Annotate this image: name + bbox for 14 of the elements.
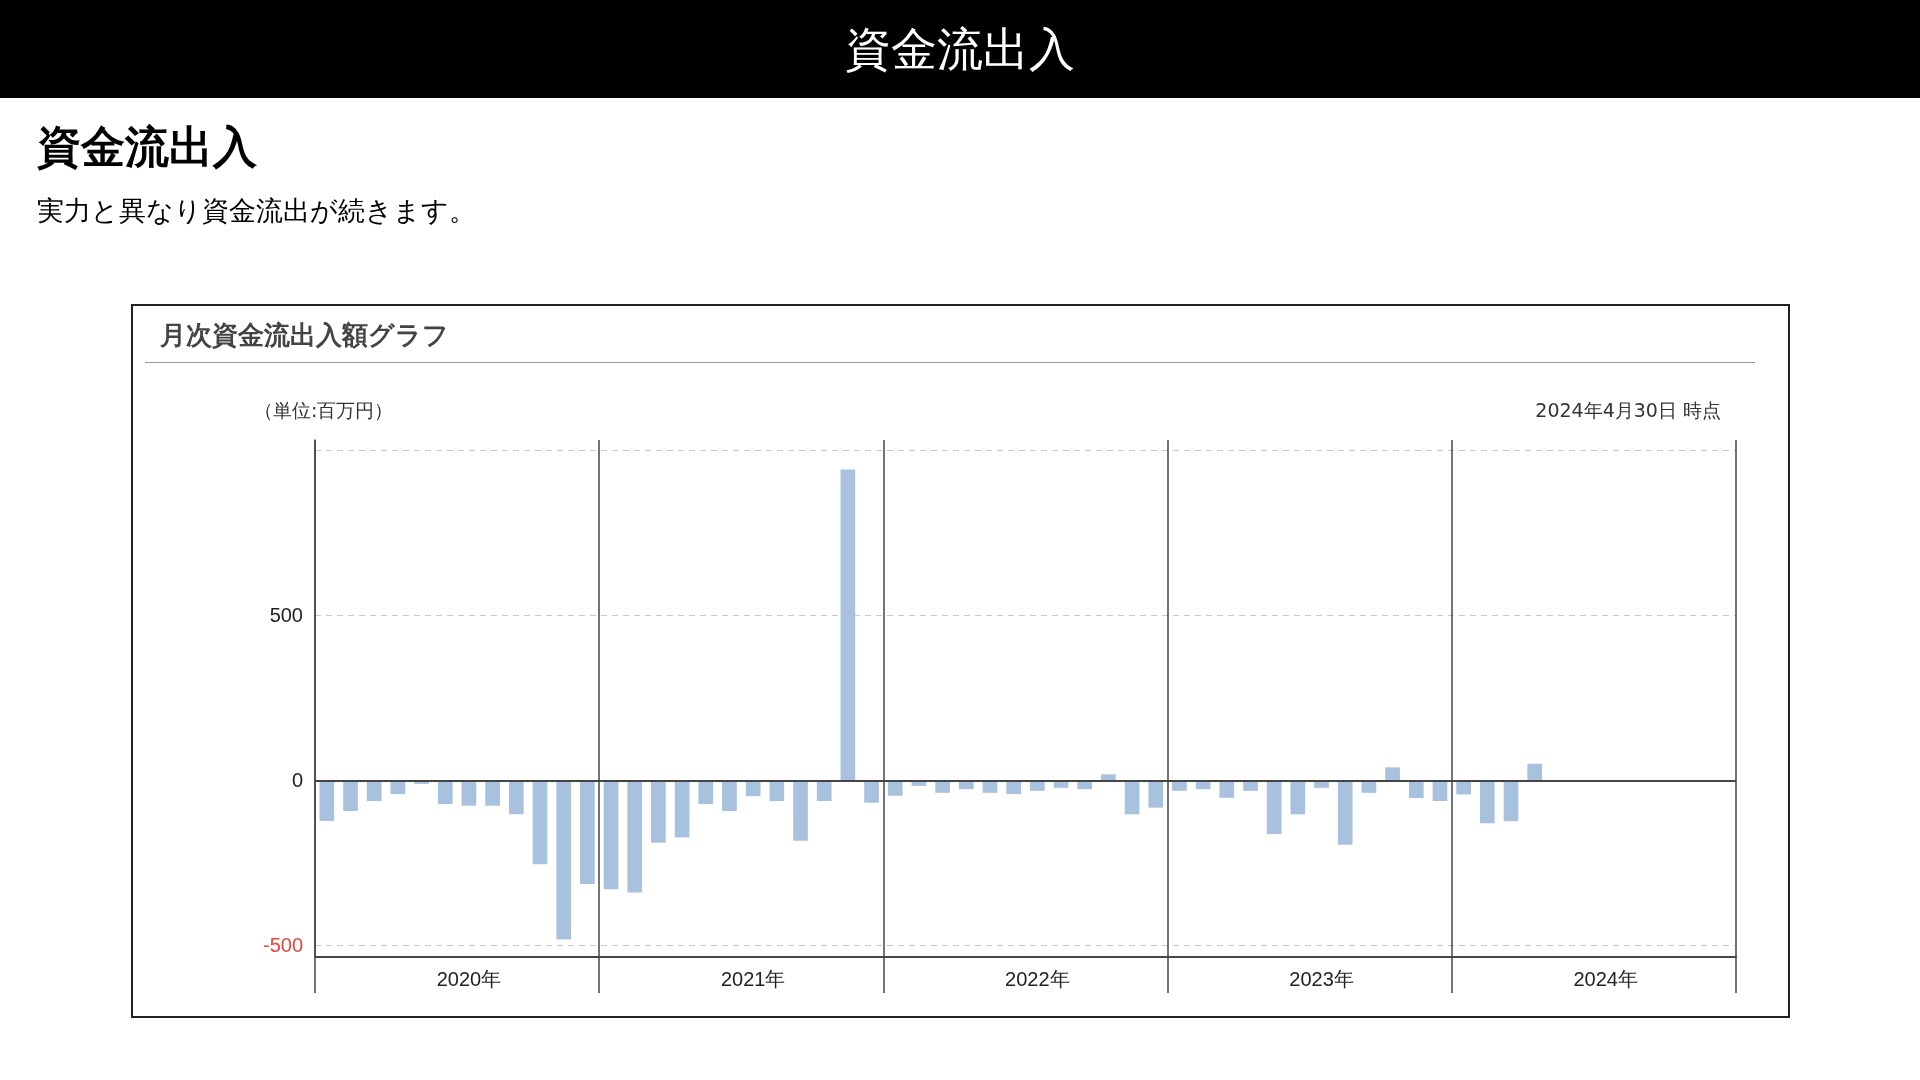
x-tick-label: 2021年 bbox=[720, 968, 786, 990]
y-tick-label: 0 bbox=[291, 769, 303, 792]
x-tick-label: 2024年 bbox=[1573, 968, 1638, 990]
chart-subtitle: 実力と異なり資金流出が続きます。 bbox=[37, 194, 476, 228]
y-tick-label: -500 bbox=[262, 934, 303, 957]
x-tick-label: 2023年 bbox=[1289, 968, 1354, 990]
chart-title: 資金流出入 bbox=[37, 120, 257, 174]
y-tick-label: 500 bbox=[269, 604, 303, 627]
text: 月次資金流出入額グラフ bbox=[160, 319, 449, 352]
x-tick-label: 2022年 bbox=[1005, 968, 1070, 990]
text: 2024年4月30日 時点 bbox=[1535, 398, 1721, 423]
chart-title: 資金流出入 bbox=[845, 22, 1075, 76]
x-tick-label: 2020年 bbox=[436, 968, 502, 990]
y-axis-title: （単位:百万円） bbox=[254, 398, 394, 423]
